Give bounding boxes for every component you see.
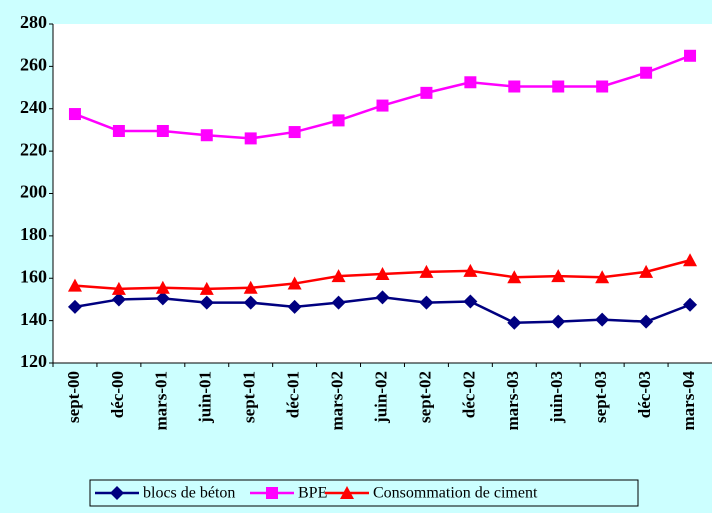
x-tick-label: sept-01: [240, 371, 259, 423]
marker: [684, 49, 697, 62]
legend-marker: [110, 486, 124, 500]
legend-label: blocs de béton: [143, 485, 235, 502]
marker: [507, 270, 522, 284]
marker: [463, 294, 478, 309]
marker: [551, 269, 566, 283]
marker: [552, 80, 565, 93]
marker: [683, 297, 698, 312]
x-tick-label: juin-03: [547, 371, 566, 424]
marker: [595, 270, 610, 284]
marker: [67, 278, 82, 292]
marker: [419, 264, 434, 278]
legend-marker: [340, 486, 354, 499]
marker: [375, 267, 390, 281]
y-tick-label: 120: [20, 351, 47, 371]
y-tick-label: 220: [20, 139, 47, 159]
y-tick-label: 140: [20, 309, 47, 329]
marker: [464, 76, 477, 89]
y-tick-label: 200: [20, 182, 47, 202]
x-tick-label: déc-00: [108, 371, 127, 418]
marker: [639, 314, 654, 329]
x-tick-label: sept-03: [591, 371, 610, 423]
x-tick-label: mars-03: [503, 371, 522, 430]
marker: [419, 295, 434, 310]
x-tick-label: déc-02: [459, 371, 478, 418]
marker: [376, 99, 389, 112]
x-tick-label: mars-02: [327, 371, 346, 430]
x-tick-label: déc-03: [635, 371, 654, 418]
x-tick-label: déc-01: [284, 371, 303, 418]
x-tick-label: mars-01: [152, 371, 171, 430]
marker: [508, 80, 521, 93]
y-tick-label: 160: [20, 266, 47, 286]
marker: [199, 281, 214, 295]
legend-label: BPE: [298, 485, 327, 502]
marker: [199, 295, 214, 310]
marker: [156, 124, 169, 137]
marker: [155, 291, 170, 306]
marker: [683, 253, 698, 267]
marker: [420, 86, 433, 99]
marker: [639, 264, 654, 278]
marker: [243, 280, 258, 294]
marker: [287, 276, 302, 290]
y-tick-label: 260: [20, 55, 47, 75]
marker: [551, 314, 566, 329]
marker: [111, 292, 126, 307]
plot-area: [53, 24, 712, 363]
marker: [200, 129, 213, 142]
x-tick-label: juin-01: [196, 371, 215, 424]
marker: [287, 299, 302, 314]
x-tick-label: sept-00: [64, 371, 83, 423]
marker: [155, 280, 170, 294]
marker: [332, 114, 345, 127]
marker: [596, 80, 609, 93]
marker: [595, 312, 610, 327]
marker: [507, 315, 522, 330]
y-tick-label: 240: [20, 97, 47, 117]
y-tick-label: 280: [20, 12, 47, 32]
marker: [244, 132, 257, 145]
marker: [331, 295, 346, 310]
marker: [112, 124, 125, 137]
x-tick-label: mars-04: [679, 371, 698, 431]
marker: [67, 299, 82, 314]
marker: [463, 263, 478, 277]
marker: [68, 108, 81, 121]
marker: [111, 281, 126, 295]
marker: [243, 295, 258, 310]
marker: [331, 269, 346, 283]
marker: [640, 66, 653, 79]
x-tick-label: sept-02: [415, 371, 434, 423]
legend-marker: [266, 487, 278, 499]
y-tick-label: 180: [20, 224, 47, 244]
legend-label: Consommation de ciment: [373, 485, 538, 502]
marker: [375, 290, 390, 305]
marker: [288, 126, 301, 139]
x-tick-label: juin-02: [371, 371, 390, 424]
